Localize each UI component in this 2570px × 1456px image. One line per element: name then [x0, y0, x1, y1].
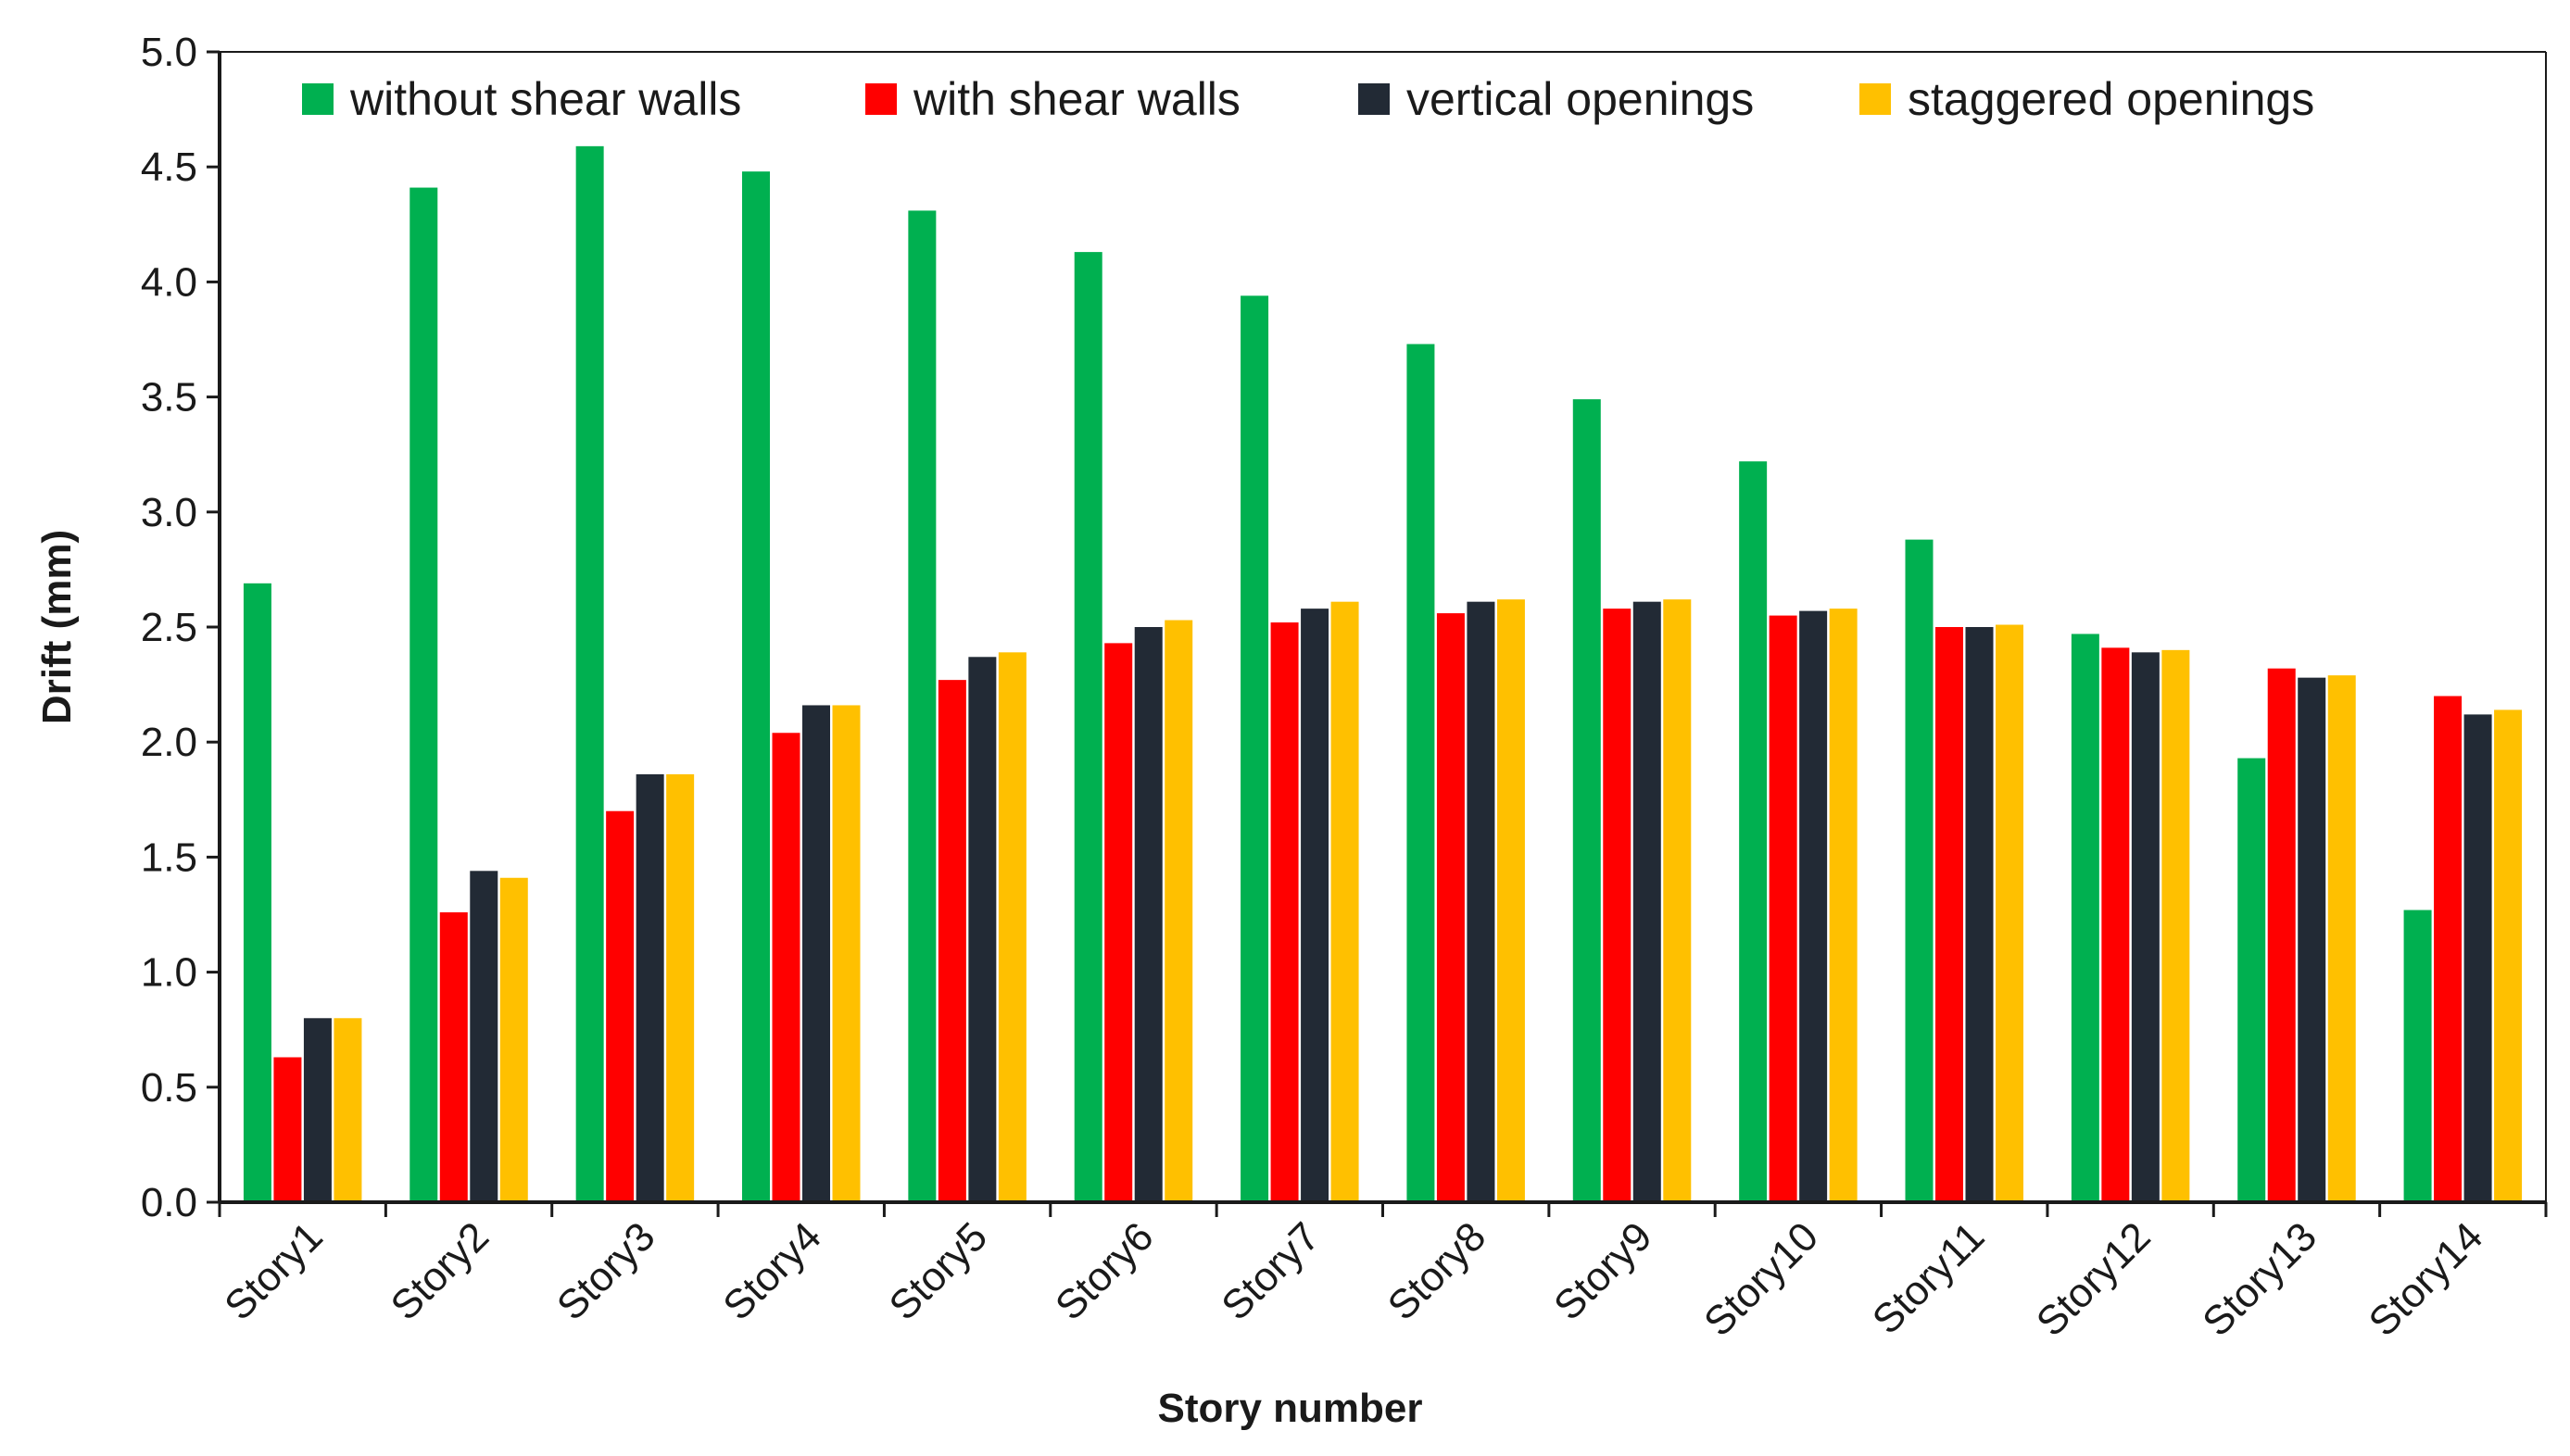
bar-staggered-openings-story2 [499, 877, 528, 1202]
bar-vertical-openings-story7 [1301, 609, 1329, 1202]
legend-swatch-staggered-openings [1859, 83, 1891, 115]
bar-with-shear-walls-story8 [1436, 613, 1465, 1202]
y-axis-title: Drift (mm) [34, 530, 80, 724]
bar-vertical-openings-story9 [1632, 601, 1661, 1202]
bar-without-shear-walls-story11 [1905, 539, 1934, 1202]
bar-with-shear-walls-story3 [606, 810, 635, 1202]
bar-without-shear-walls-story12 [2071, 634, 2099, 1202]
bar-with-shear-walls-story11 [1935, 627, 1963, 1202]
x-category-label: Story5 [881, 1213, 997, 1329]
y-tick-label: 2.5 [141, 605, 197, 650]
legend: without shear walls with shear walls verti… [302, 73, 2314, 125]
legend-swatch-vertical-openings [1358, 83, 1390, 115]
bar-staggered-openings-story5 [998, 652, 1027, 1202]
x-category-label: Story8 [1379, 1213, 1495, 1329]
bar-staggered-openings-story14 [2494, 709, 2523, 1202]
bar-without-shear-walls-story6 [1074, 252, 1102, 1202]
bar-without-shear-walls-story1 [243, 583, 271, 1202]
bar-staggered-openings-story4 [832, 705, 861, 1202]
legend-label-staggered-openings: staggered openings [1908, 73, 2314, 125]
y-tick-label: 3.0 [141, 490, 197, 535]
bar-vertical-openings-story10 [1799, 610, 1828, 1202]
y-tick-label: 1.0 [141, 950, 197, 996]
y-tick-label: 4.5 [141, 144, 197, 190]
legend-label-with-shear-walls: with shear walls [913, 73, 1241, 125]
legend-label-without-shear-walls: without shear walls [349, 73, 741, 125]
x-ticks: Story1 Story2 Story3 Story4 Story5 Story6 Stor… [216, 1202, 2548, 1345]
x-category-label: Story13 [2194, 1213, 2325, 1345]
bar-vertical-openings-story6 [1134, 627, 1163, 1202]
bar-staggered-openings-story11 [1996, 624, 2023, 1202]
x-category-label: Story2 [383, 1213, 498, 1329]
y-ticks: 0.0 0.5 1.0 1.5 2.0 2.5 3.0 3.5 4.0 4.5 5.0 [141, 30, 220, 1225]
y-tick-label: 1.5 [141, 835, 197, 880]
bar-vertical-openings-story8 [1467, 601, 1495, 1202]
bar-without-shear-walls-story5 [908, 210, 937, 1202]
bar-with-shear-walls-story14 [2434, 696, 2463, 1202]
legend-swatch-with-shear-walls [865, 83, 897, 115]
bar-without-shear-walls-story2 [409, 187, 438, 1202]
bar-without-shear-walls-story9 [1572, 399, 1601, 1203]
x-category-label: Story11 [1864, 1213, 1994, 1343]
axes-layer [218, 51, 2547, 1204]
bar-staggered-openings-story8 [1496, 599, 1525, 1202]
bar-without-shear-walls-story3 [575, 145, 604, 1202]
x-category-label: Story4 [714, 1213, 830, 1329]
bar-vertical-openings-story3 [636, 773, 664, 1202]
bar-with-shear-walls-story7 [1270, 622, 1299, 1202]
bar-vertical-openings-story12 [2131, 652, 2160, 1202]
bar-with-shear-walls-story13 [2267, 668, 2296, 1202]
bars-layer [243, 145, 2523, 1203]
x-category-label: Story14 [2361, 1213, 2492, 1345]
y-tick-label: 2.0 [141, 720, 197, 765]
bar-staggered-openings-story12 [2161, 649, 2190, 1202]
x-category-label: Story7 [1213, 1213, 1329, 1329]
bar-with-shear-walls-story2 [439, 912, 468, 1202]
bar-vertical-openings-story1 [303, 1018, 332, 1202]
bar-without-shear-walls-story13 [2237, 758, 2266, 1202]
bar-vertical-openings-story11 [1965, 627, 1994, 1202]
x-axis-title: Story number [1157, 1386, 1422, 1431]
x-category-label: Story12 [2028, 1213, 2160, 1345]
y-tick-label: 0.5 [141, 1065, 197, 1111]
bar-staggered-openings-story7 [1330, 601, 1359, 1202]
bar-vertical-openings-story4 [802, 705, 830, 1202]
x-category-label: Story1 [216, 1213, 332, 1329]
bar-without-shear-walls-story14 [2403, 910, 2432, 1202]
x-category-label: Story9 [1545, 1213, 1661, 1329]
bar-staggered-openings-story3 [666, 773, 695, 1202]
bar-vertical-openings-story2 [470, 871, 498, 1202]
legend-label-vertical-openings: vertical openings [1406, 73, 1754, 125]
legend-swatch-without-shear-walls [302, 83, 334, 115]
bar-without-shear-walls-story4 [742, 171, 770, 1203]
y-tick-label: 4.0 [141, 259, 197, 305]
bar-with-shear-walls-story10 [1769, 615, 1797, 1202]
x-category-label: Story10 [1695, 1213, 1827, 1345]
bar-with-shear-walls-story6 [1104, 643, 1133, 1202]
x-category-label: Story3 [548, 1213, 664, 1329]
x-category-label: Story6 [1047, 1213, 1163, 1329]
bar-staggered-openings-story1 [334, 1018, 362, 1202]
bar-staggered-openings-story10 [1829, 609, 1858, 1202]
bar-staggered-openings-story13 [2327, 675, 2356, 1202]
y-tick-label: 0.0 [141, 1180, 197, 1225]
y-tick-label: 5.0 [141, 30, 197, 75]
bar-staggered-openings-story6 [1165, 620, 1193, 1202]
bar-vertical-openings-story13 [2298, 677, 2326, 1202]
bar-with-shear-walls-story5 [938, 680, 966, 1202]
bar-with-shear-walls-story9 [1603, 609, 1631, 1202]
bar-vertical-openings-story14 [2463, 714, 2492, 1202]
bar-with-shear-walls-story12 [2101, 647, 2130, 1202]
bar-with-shear-walls-story4 [772, 733, 800, 1202]
bar-vertical-openings-story5 [968, 657, 997, 1202]
bar-with-shear-walls-story1 [273, 1057, 302, 1202]
bar-without-shear-walls-story10 [1739, 461, 1768, 1203]
bar-without-shear-walls-story7 [1241, 295, 1269, 1203]
y-tick-label: 3.5 [141, 375, 197, 420]
bar-staggered-openings-story9 [1663, 599, 1692, 1202]
bar-without-shear-walls-story8 [1406, 344, 1435, 1202]
